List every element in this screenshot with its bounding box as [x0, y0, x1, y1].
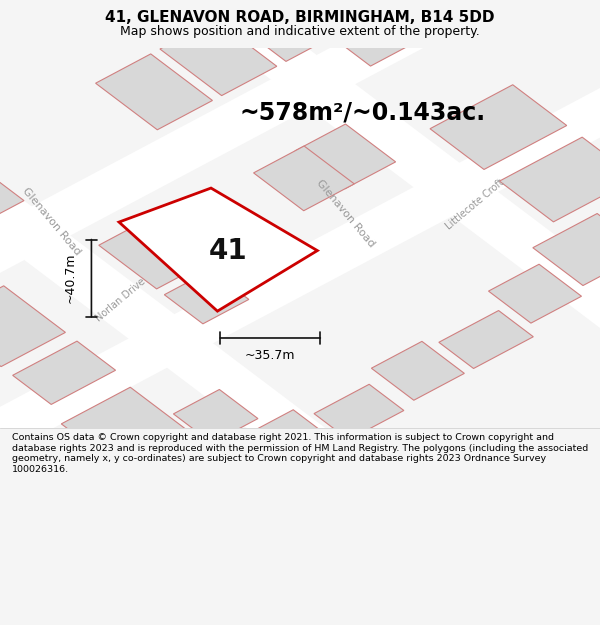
- Text: Map shows position and indicative extent of the property.: Map shows position and indicative extent…: [120, 25, 480, 38]
- Text: Contains OS data © Crown copyright and database right 2021. This information is : Contains OS data © Crown copyright and d…: [12, 433, 588, 474]
- Polygon shape: [119, 188, 317, 311]
- Polygon shape: [314, 384, 404, 440]
- Text: Littlecote Croft: Littlecote Croft: [444, 177, 506, 231]
- Text: 41: 41: [209, 237, 248, 264]
- Polygon shape: [430, 85, 567, 169]
- Polygon shape: [13, 341, 116, 404]
- Polygon shape: [95, 54, 212, 130]
- Text: Glenavon Road: Glenavon Road: [20, 186, 82, 257]
- Text: Glenavon Road: Glenavon Road: [315, 177, 377, 249]
- Polygon shape: [61, 388, 208, 482]
- Polygon shape: [488, 264, 581, 323]
- Text: Norlan Drive: Norlan Drive: [94, 277, 148, 324]
- Text: ~40.7m: ~40.7m: [64, 253, 76, 304]
- Polygon shape: [254, 146, 354, 211]
- Polygon shape: [164, 270, 249, 324]
- Text: ~578m²/~0.143ac.: ~578m²/~0.143ac.: [240, 100, 486, 124]
- Polygon shape: [533, 214, 600, 286]
- Polygon shape: [224, 0, 350, 61]
- Polygon shape: [224, 410, 340, 481]
- Polygon shape: [97, 0, 600, 414]
- Polygon shape: [160, 20, 277, 96]
- Polygon shape: [439, 311, 533, 369]
- Text: 41, GLENAVON ROAD, BIRMINGHAM, B14 5DD: 41, GLENAVON ROAD, BIRMINGHAM, B14 5DD: [105, 9, 495, 24]
- Polygon shape: [172, 454, 266, 513]
- Polygon shape: [0, 0, 571, 360]
- Polygon shape: [295, 124, 395, 189]
- Polygon shape: [332, 0, 472, 66]
- Polygon shape: [0, 76, 475, 566]
- Polygon shape: [0, 286, 65, 367]
- Polygon shape: [0, 142, 24, 232]
- Polygon shape: [173, 389, 258, 443]
- Polygon shape: [371, 341, 464, 400]
- Polygon shape: [99, 226, 193, 289]
- Polygon shape: [0, 48, 600, 468]
- Text: ~35.7m: ~35.7m: [245, 349, 296, 362]
- Polygon shape: [499, 137, 600, 222]
